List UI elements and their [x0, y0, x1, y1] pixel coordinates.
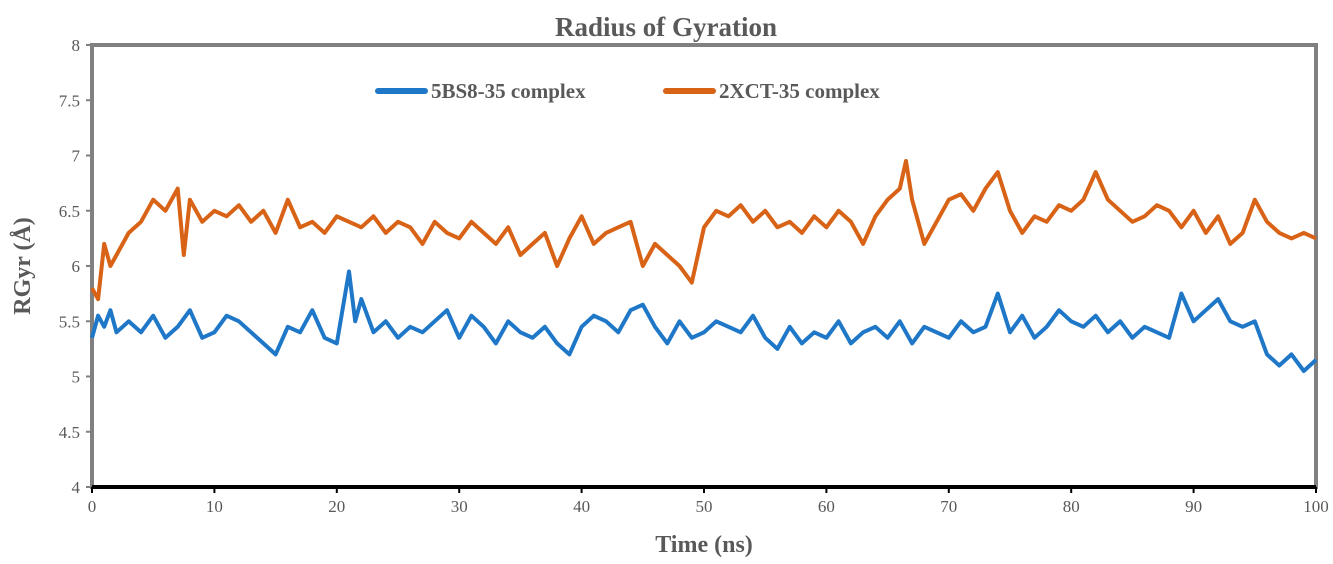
x-tick-label: 20	[328, 497, 345, 516]
y-tick-label: 4.5	[59, 423, 80, 442]
legend-label-2xct: 2XCT-35 complex	[719, 79, 880, 103]
y-tick-label: 5.5	[59, 312, 80, 331]
y-tick-label: 4	[72, 478, 81, 497]
series-lines	[90, 159, 1318, 373]
y-tick-label: 8	[72, 36, 81, 55]
series-line-2xct	[90, 159, 1317, 302]
chart-title: Radius of Gyration	[555, 12, 777, 42]
series-line-5bs8	[90, 269, 1318, 373]
plot-area-border	[90, 43, 1318, 489]
x-tick-label: 30	[451, 497, 468, 516]
x-tick-label: 0	[88, 497, 97, 516]
legend: 5BS8-35 complex 2XCT-35 complex	[375, 79, 880, 103]
y-tick-label: 6.5	[59, 202, 80, 221]
y-tick-label: 5	[72, 368, 81, 387]
x-axis-ticks: 0 10 20 30 40 50 60 70 80 90 100	[88, 487, 1329, 516]
x-tick-label: 10	[206, 497, 223, 516]
y-tick-label: 7.5	[59, 91, 80, 110]
x-tick-label: 70	[940, 497, 957, 516]
y-axis-ticks: 4 4.5 5 5.5 6 6.5 7 7.5 8	[59, 36, 92, 497]
y-axis-label: RGyr (Å)	[10, 217, 36, 315]
legend-label-5bs8: 5BS8-35 complex	[431, 79, 586, 103]
x-tick-label: 50	[696, 497, 713, 516]
x-tick-label: 90	[1185, 497, 1202, 516]
x-tick-label: 60	[818, 497, 835, 516]
y-tick-label: 6	[72, 257, 81, 276]
y-tick-label: 7	[72, 147, 81, 166]
x-axis-label: Time (ns)	[655, 532, 753, 558]
x-tick-label: 80	[1063, 497, 1080, 516]
x-tick-label: 40	[573, 497, 590, 516]
x-tick-label: 100	[1303, 497, 1329, 516]
